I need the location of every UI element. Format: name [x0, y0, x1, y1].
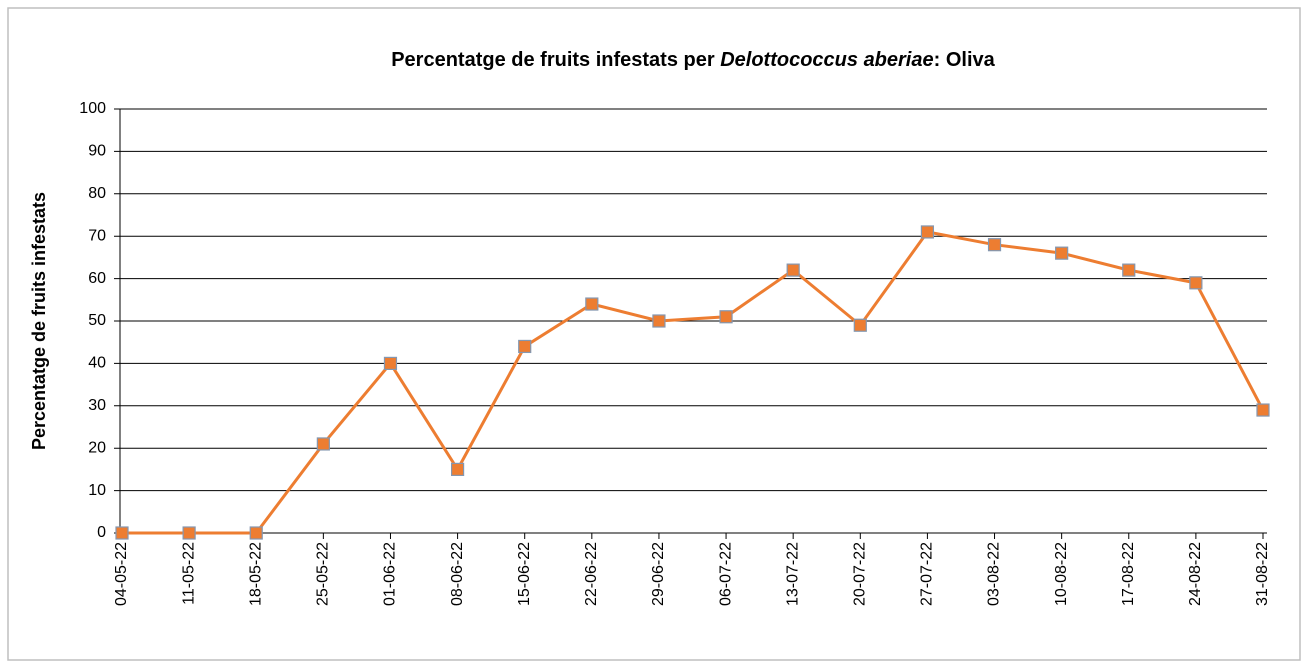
data-line: [122, 230, 1265, 535]
chart-title: Percentatge de fruits infestats per Delo…: [391, 49, 995, 71]
y-tick-label: 100: [79, 100, 106, 117]
data-point: [450, 462, 465, 476]
y-tick-label: 40: [88, 355, 106, 372]
data-point: [383, 356, 398, 370]
x-tick-label: 13-07-22: [784, 542, 801, 606]
data-point: [316, 437, 330, 451]
title-part: : Oliva: [934, 49, 996, 71]
x-tick-label: 08-06-22: [449, 542, 466, 606]
x-tick-label: 03-08-22: [986, 542, 1003, 606]
chart-frame: [7, 7, 1301, 661]
data-point: [786, 263, 800, 277]
data-point: [182, 526, 196, 540]
x-tick-label: 01-06-22: [382, 542, 399, 606]
data-point: [585, 297, 599, 311]
data-point: [518, 339, 532, 354]
title-part: Percentatge de fruits infestats per: [391, 49, 720, 71]
x-tick-label: 18-05-22: [247, 542, 264, 606]
x-tick-label: 10-08-22: [1053, 542, 1070, 606]
y-tick-label: 10: [88, 482, 106, 499]
y-tick-label: 90: [88, 143, 106, 160]
data-point: [853, 318, 867, 332]
y-tick-label: 80: [88, 185, 106, 202]
data-point: [920, 225, 935, 239]
x-tick-label: 15-06-22: [516, 542, 533, 606]
y-tick-label: 0: [97, 524, 106, 541]
y-tick-label: 20: [88, 439, 106, 456]
y-axis-title: Percentatge de fruits infestats: [29, 192, 49, 450]
x-tick-label: 04-05-22: [113, 542, 130, 606]
x-tick-label: 27-07-22: [919, 542, 936, 606]
y-tick-label: 60: [88, 270, 106, 287]
x-tick-label: 31-08-22: [1254, 542, 1271, 606]
data-point: [987, 238, 1002, 252]
title-italic: Delottococcus aberiae: [720, 49, 933, 71]
x-tick-label: 11-05-22: [180, 542, 197, 605]
data-point: [1055, 246, 1069, 260]
data-point: [1256, 403, 1270, 417]
data-point: [115, 526, 129, 540]
data-point: [1189, 276, 1203, 290]
data-point: [652, 314, 666, 328]
x-tick-label: 20-07-22: [852, 542, 869, 606]
data-point: [249, 526, 263, 540]
y-tick-label: 50: [88, 312, 106, 329]
x-tick-label: 17-08-22: [1120, 542, 1137, 606]
x-tick-label: 24-08-22: [1187, 542, 1204, 606]
x-tick-label: 25-05-22: [315, 542, 332, 606]
data-point: [1122, 263, 1136, 277]
x-tick-label: 29-06-22: [650, 542, 667, 606]
y-tick-label: 70: [88, 227, 106, 244]
y-tick-label: 30: [88, 397, 106, 414]
data-point: [719, 310, 733, 324]
x-tick-label: 22-06-22: [583, 542, 600, 606]
x-tick-label: 06-07-22: [717, 542, 734, 606]
